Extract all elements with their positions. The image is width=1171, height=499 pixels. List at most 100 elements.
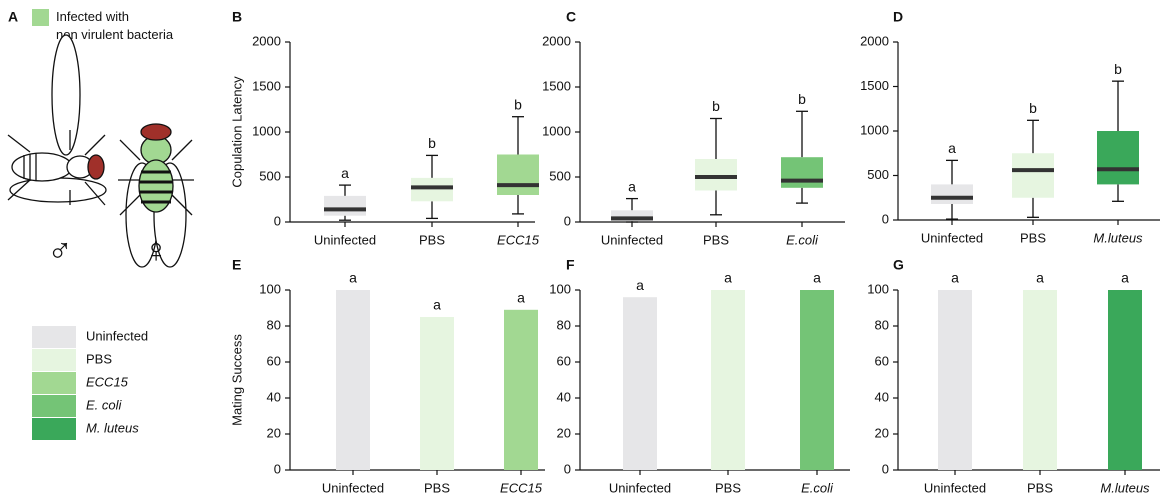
panel-label: E — [232, 257, 241, 273]
annotation: b — [712, 98, 720, 114]
annotation: a — [724, 270, 732, 286]
annotation: b — [798, 91, 806, 107]
bar — [336, 290, 370, 470]
annotation: a — [349, 270, 357, 286]
box — [931, 184, 973, 204]
y-tick-label: 0 — [882, 461, 889, 476]
y-tick-label: 60 — [557, 353, 571, 368]
y-tick-label: 0 — [274, 461, 281, 476]
legend-swatch — [32, 372, 76, 394]
x-tick-label: E.coli — [786, 232, 819, 247]
y-tick-label: 2000 — [252, 33, 281, 48]
y-tick-label: 1000 — [860, 122, 889, 137]
box — [781, 157, 823, 188]
x-tick-label: Uninfected — [322, 480, 384, 495]
y-tick-label: 500 — [549, 168, 571, 183]
legend-swatch — [32, 349, 76, 371]
y-tick-label: 0 — [564, 461, 571, 476]
y-tick-label: 1500 — [542, 78, 571, 93]
bar — [938, 290, 972, 470]
annotation: b — [1114, 61, 1122, 77]
y-tick-label: 20 — [267, 425, 281, 440]
legend-swatch — [32, 418, 76, 440]
annotation: a — [948, 140, 956, 156]
panel-label: D — [893, 9, 903, 25]
annotation: a — [1036, 270, 1044, 286]
y-tick-label: 100 — [549, 281, 571, 296]
y-tick-label: 60 — [267, 353, 281, 368]
annotation: a — [341, 165, 349, 181]
bar — [800, 290, 834, 470]
note: Infected with non virulent bacteria — [56, 9, 174, 42]
y-tick-label: 1000 — [542, 123, 571, 138]
annotation: a — [951, 270, 959, 286]
x-tick-label: ECC15 — [497, 232, 540, 247]
y-tick-label: 0 — [882, 211, 889, 226]
y-tick-label: 20 — [557, 425, 571, 440]
legend-swatch — [32, 395, 76, 417]
legend-label: Uninfected — [86, 328, 148, 343]
x-tick-label: PBS — [715, 480, 741, 495]
annotation: a — [517, 290, 525, 306]
bar — [1023, 290, 1057, 470]
box — [611, 210, 653, 222]
annotation: b — [1029, 100, 1037, 116]
y-tick-label: 20 — [875, 425, 889, 440]
legend: Uninfected PBS ECC15 E. coli M. luteus — [32, 326, 148, 440]
x-tick-label: M.luteus — [1100, 480, 1150, 495]
x-tick-label: Uninfected — [601, 232, 663, 247]
legend-swatch — [32, 326, 76, 348]
male-fly — [7, 34, 107, 206]
female-symbol: ♀ — [143, 232, 169, 270]
bar — [504, 309, 538, 470]
y-tick-label: 1000 — [252, 123, 281, 138]
x-tick-label: M.luteus — [1093, 230, 1143, 245]
y-tick-label: 80 — [875, 317, 889, 332]
y-tick-label: 1500 — [252, 78, 281, 93]
female-fly — [118, 123, 194, 268]
y-tick-label: 80 — [267, 317, 281, 332]
y-tick-label: 2000 — [542, 33, 571, 48]
y-tick-label: 1500 — [860, 78, 889, 93]
x-tick-label: PBS — [424, 480, 450, 495]
y-tick-label: 100 — [867, 281, 889, 296]
box — [1097, 131, 1139, 185]
bar — [1108, 290, 1142, 470]
y-tick-label: 40 — [875, 389, 889, 404]
x-tick-label: Uninfected — [924, 480, 986, 495]
annotation: a — [628, 178, 636, 194]
x-tick-label: PBS — [419, 232, 445, 247]
bar — [711, 290, 745, 470]
x-tick-label: Uninfected — [609, 480, 671, 495]
y-tick-label: 2000 — [860, 33, 889, 48]
y-tick-label: 100 — [259, 281, 281, 296]
annotation: b — [514, 96, 522, 112]
annotation: a — [1121, 270, 1129, 286]
annotation: b — [428, 135, 436, 151]
panel-label: F — [566, 257, 575, 273]
annotation: a — [636, 277, 644, 293]
y-tick-label: 500 — [867, 167, 889, 182]
y-tick-label: 0 — [274, 213, 281, 228]
box — [1012, 153, 1054, 198]
bar — [623, 297, 657, 470]
y-tick-label: 40 — [557, 389, 571, 404]
y-tick-label: 500 — [259, 168, 281, 183]
panel-label: A — [8, 9, 18, 25]
y-axis-label: Copulation Latency — [229, 76, 244, 188]
panel-label: C — [566, 9, 576, 25]
box — [497, 154, 539, 195]
y-tick-label: 80 — [557, 317, 571, 332]
legend-label: M. luteus — [86, 420, 139, 435]
panel-label: B — [232, 9, 242, 25]
y-tick-label: 60 — [875, 353, 889, 368]
note-swatch — [32, 9, 49, 26]
y-tick-label: 0 — [564, 213, 571, 228]
x-tick-label: Uninfected — [314, 232, 376, 247]
x-tick-label: E.coli — [801, 480, 834, 495]
box — [695, 159, 737, 191]
x-tick-label: PBS — [1027, 480, 1053, 495]
legend-label: PBS — [86, 351, 112, 366]
annotation: a — [433, 297, 441, 313]
